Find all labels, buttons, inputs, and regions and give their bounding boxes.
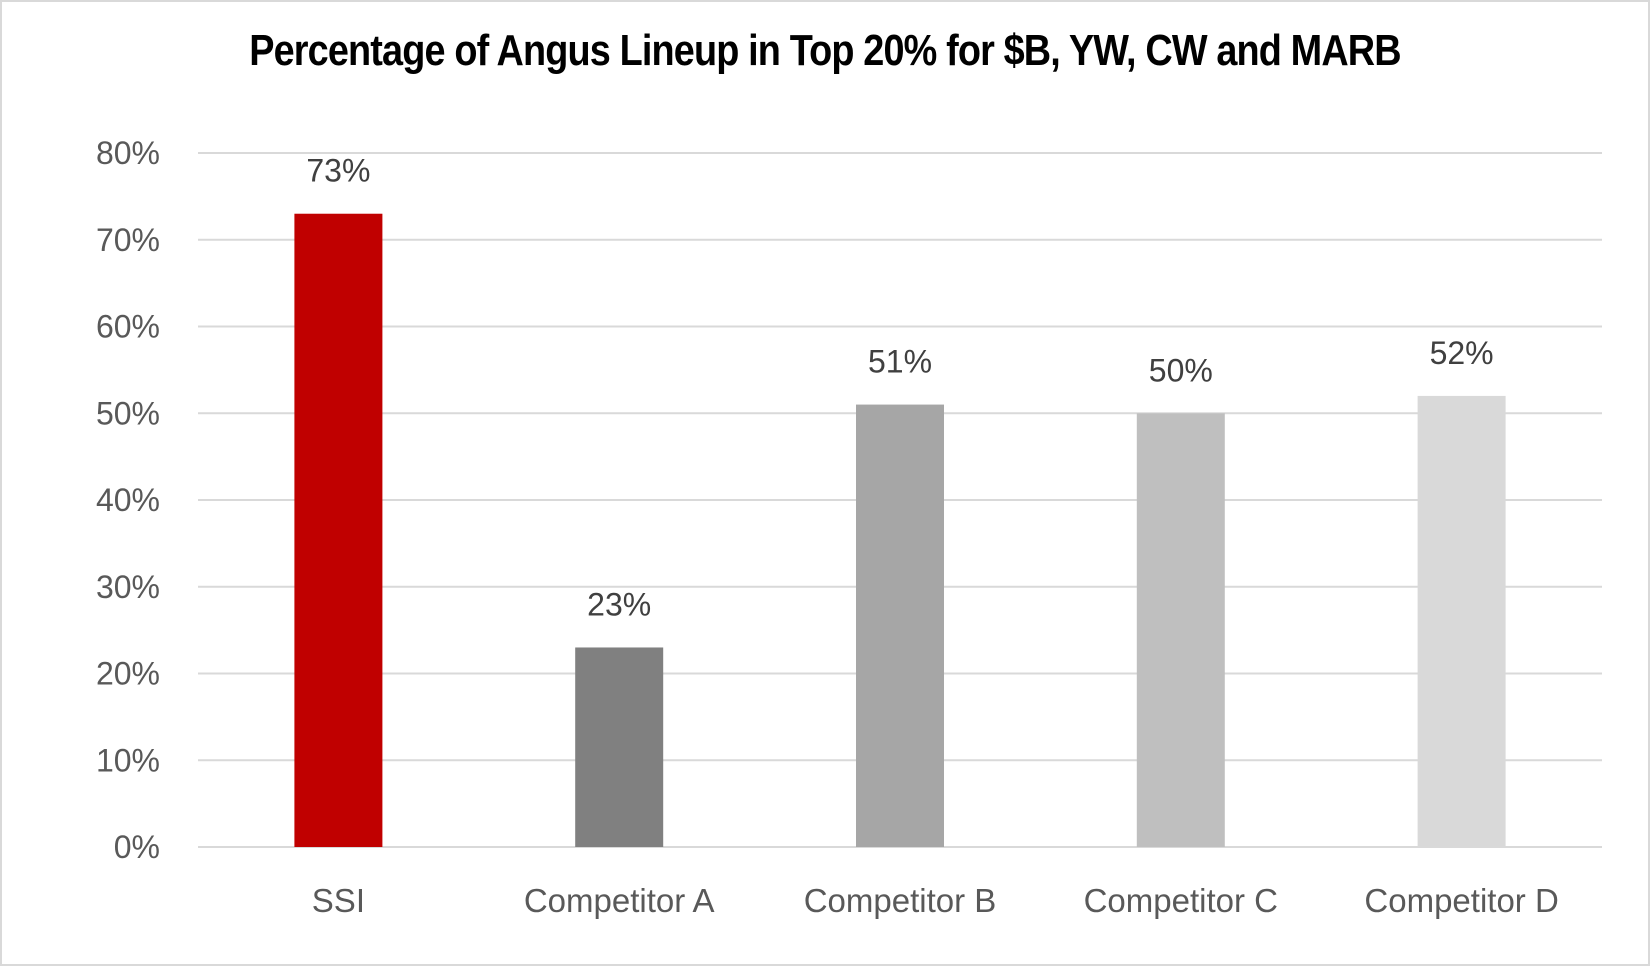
category-label: Competitor C xyxy=(1084,882,1278,919)
category-label: Competitor B xyxy=(804,882,997,919)
bar-competitor-b xyxy=(856,404,944,847)
data-label: 52% xyxy=(1430,335,1494,371)
bar-competitor-a xyxy=(575,647,664,847)
data-label: 73% xyxy=(306,153,370,189)
category-label: Competitor A xyxy=(524,882,715,919)
y-tick-label: 0% xyxy=(114,829,160,865)
bar-ssi xyxy=(294,213,383,848)
y-tick-label: 20% xyxy=(96,656,160,692)
data-label: 23% xyxy=(587,586,651,622)
y-tick-label: 60% xyxy=(96,309,160,345)
data-label: 51% xyxy=(868,344,932,380)
y-tick-label: 70% xyxy=(96,222,160,258)
y-axis-tick-labels: 0% 10% 20% 30% 40% 50% 60% 70% 80% xyxy=(96,135,160,865)
y-tick-label: 30% xyxy=(96,569,160,605)
data-labels: 73% 23% 51% 50% 52% xyxy=(306,153,1493,623)
y-tick-label: 40% xyxy=(96,482,160,518)
chart-title: Percentage of Angus Lineup in Top 20% fo… xyxy=(249,26,1401,75)
category-label: Competitor D xyxy=(1364,882,1558,919)
bars xyxy=(294,213,1506,848)
y-tick-label: 50% xyxy=(96,395,160,431)
data-label: 50% xyxy=(1149,352,1213,388)
bar-competitor-d xyxy=(1417,395,1506,847)
y-tick-label: 80% xyxy=(96,135,160,171)
y-tick-label: 10% xyxy=(96,742,160,778)
category-label: SSI xyxy=(312,882,365,919)
x-axis-category-labels: SSI Competitor A Competitor B Competitor C C… xyxy=(312,882,1559,919)
bar-competitor-c xyxy=(1136,413,1225,847)
